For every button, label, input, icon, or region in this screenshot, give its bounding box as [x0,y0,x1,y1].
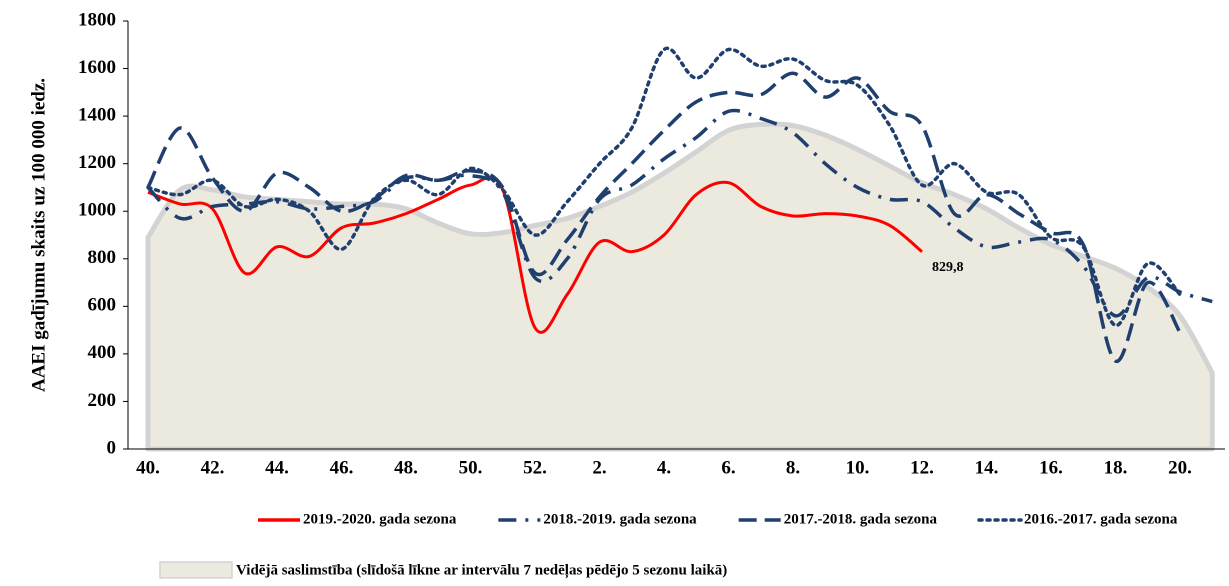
line [147,175,923,334]
y-tick-label: 800 [88,247,117,268]
legend-label: 2016.-2017. gada sezona [1024,511,1178,527]
x-tick-label: 42. [201,457,225,478]
y-tick-label: 1400 [78,104,116,125]
legend-label: 2019.-2020. gada sezona [303,511,457,527]
x-tick-label: 2. [592,457,606,478]
x-tick-label: 8. [786,457,800,478]
x-tick-label: 6. [721,457,735,478]
line [146,71,1182,363]
line [146,46,1182,328]
y-tick-label: 0 [107,437,117,458]
y-tick-label: 1200 [78,152,116,173]
x-tick-label: 16. [1039,457,1063,478]
legend-swatch [159,561,233,579]
x-tick-label: 12. [910,457,934,478]
y-tick-label: 600 [88,295,117,316]
data-label: 829,8 [932,260,964,275]
area [145,121,1215,452]
x-tick-label: 48. [394,457,418,478]
y-axis-label: AAEI gadījumu skaits uz 100 000 iedz. [28,78,49,392]
x-tick-label: 18. [1104,457,1128,478]
y-tick-label: 1600 [78,57,116,78]
y-tick-label: 1000 [78,200,116,221]
line [146,108,1213,318]
x-tick-label: 46. [330,457,354,478]
x-tick-label: 44. [265,457,289,478]
legend-label: 2018.-2019. gada sezona [543,511,697,527]
x-tick-label: 52. [523,457,547,478]
x-tick-label: 10. [846,457,870,478]
y-tick-label: 200 [88,390,117,411]
x-tick-label: 40. [136,457,160,478]
x-tick-label: 20. [1168,457,1192,478]
legend-label: 2017.-2018. gada sezona [784,511,938,527]
y-tick-label: 1800 [78,9,116,30]
x-tick-label: 14. [975,457,999,478]
legend-label: Vidējā saslimstība (slīdošā līkne ar int… [236,562,727,578]
y-tick-label: 400 [88,342,117,363]
x-tick-label: 50. [459,457,483,478]
x-tick-label: 4. [657,457,671,478]
